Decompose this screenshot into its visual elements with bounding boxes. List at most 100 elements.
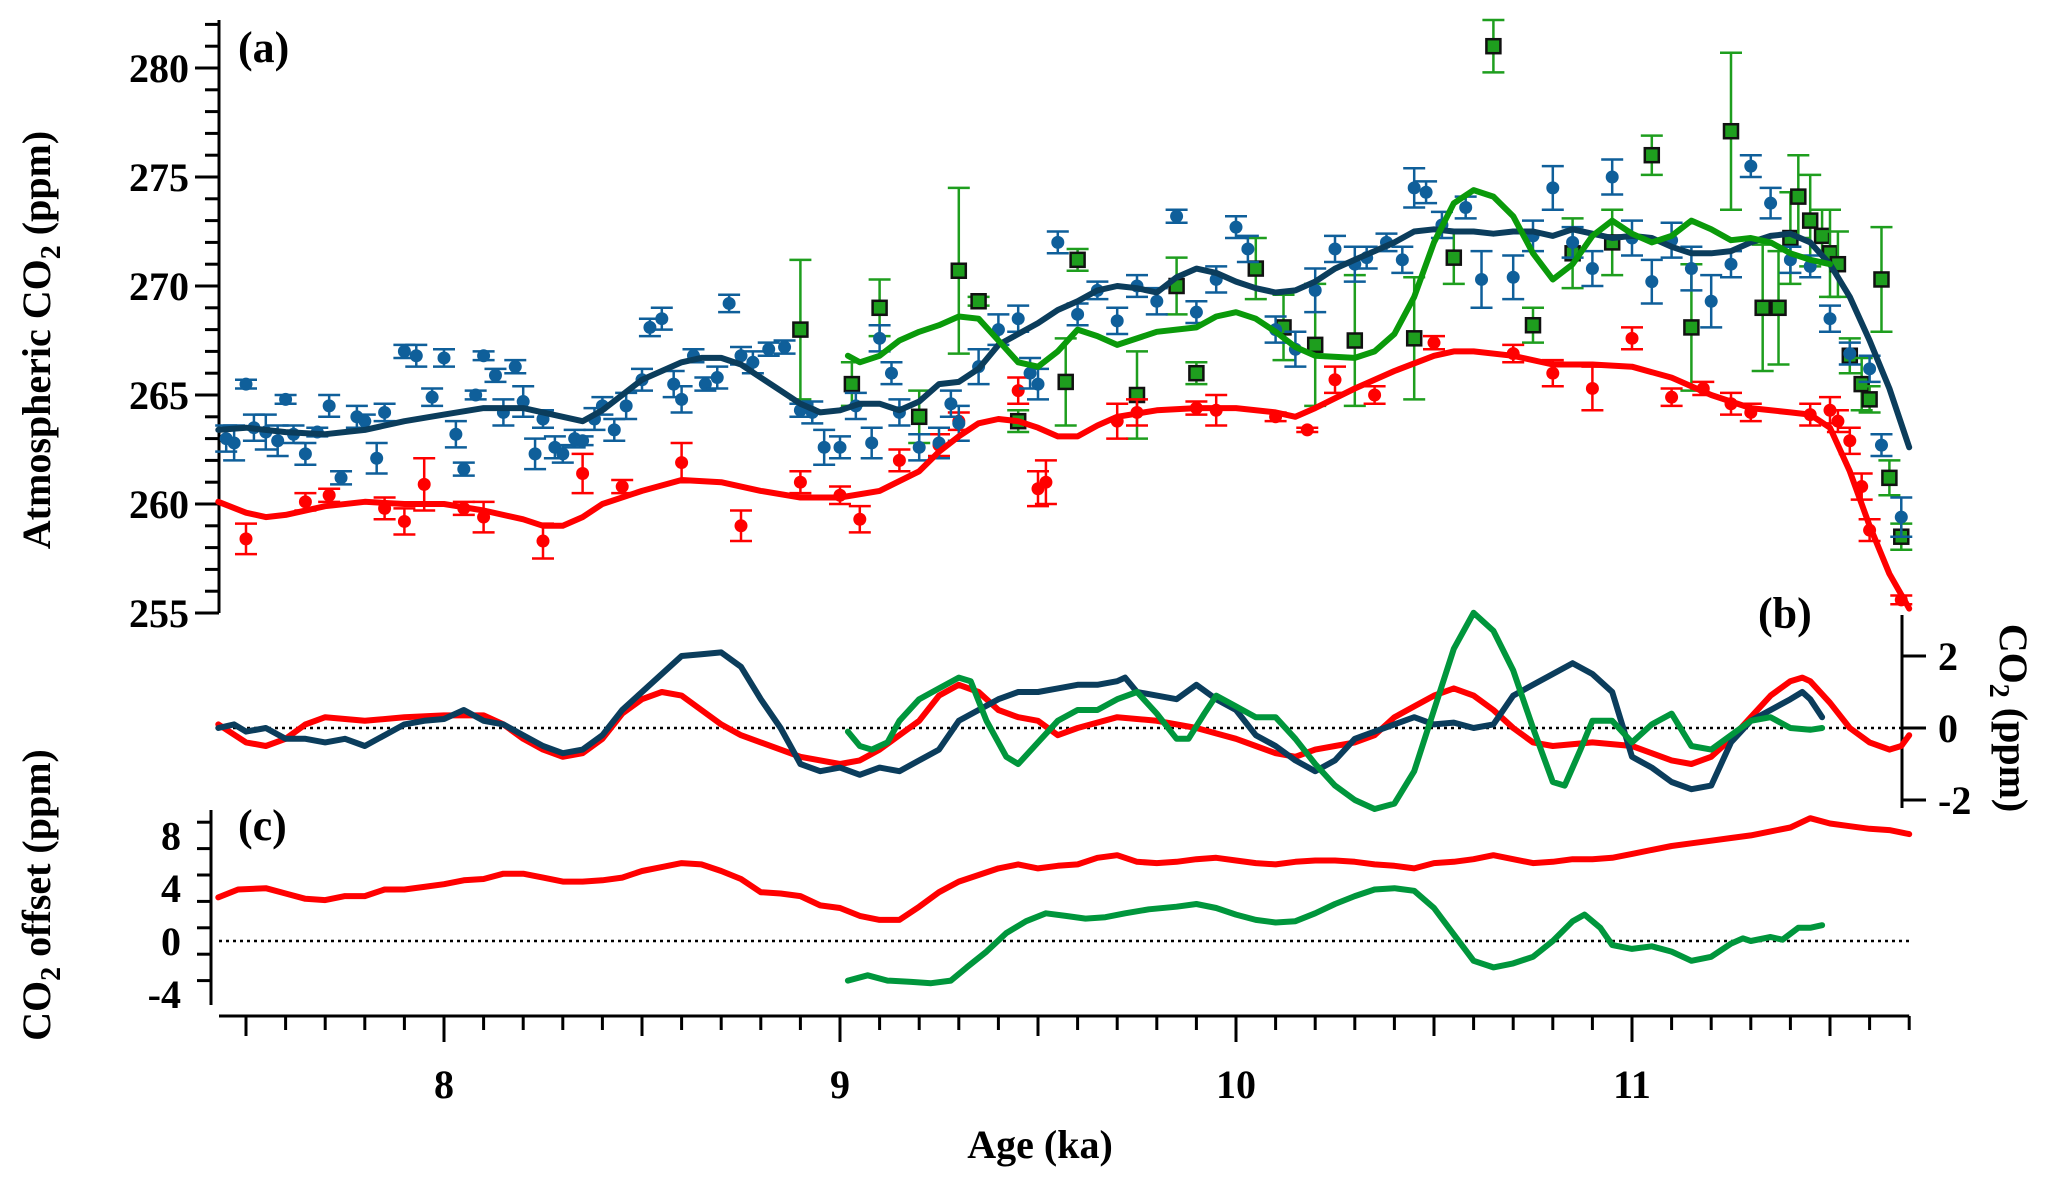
square-marker bbox=[1881, 469, 1898, 487]
circle-marker bbox=[710, 371, 724, 385]
circle-marker bbox=[746, 355, 760, 369]
green-spline-path bbox=[844, 187, 1833, 370]
y-axis-title-c-main: CO bbox=[14, 981, 59, 1041]
circle-marker bbox=[1704, 294, 1718, 308]
circle-marker bbox=[833, 440, 847, 454]
circle-marker bbox=[449, 427, 463, 441]
blue-point bbox=[1106, 306, 1129, 336]
blue-point bbox=[1858, 354, 1881, 384]
green-spline-group bbox=[844, 187, 1833, 370]
circle-marker bbox=[1863, 362, 1877, 376]
green-point bbox=[1870, 225, 1893, 334]
blue-point bbox=[1236, 234, 1259, 264]
x-axis-title: Age (ka) bbox=[967, 1122, 1113, 1167]
red-point bbox=[789, 470, 812, 495]
circle-marker bbox=[1308, 283, 1322, 297]
circle-marker bbox=[619, 399, 633, 413]
red-point bbox=[888, 448, 911, 473]
blue-point bbox=[829, 435, 851, 460]
green-point bbox=[967, 293, 990, 310]
text-layer: (a) (b) (c) Atmospheric CO2 (ppm) CO2 (p… bbox=[14, 23, 2036, 1167]
y-tick-label-c: 4 bbox=[161, 866, 181, 911]
blue-residual-path bbox=[215, 649, 1826, 793]
circle-marker bbox=[1546, 366, 1560, 380]
blue-point bbox=[706, 365, 729, 390]
blue-point bbox=[1759, 186, 1782, 220]
circle-marker bbox=[853, 512, 867, 526]
circle-marker bbox=[1039, 475, 1053, 489]
y-tick-label-b: 2 bbox=[1938, 634, 1958, 679]
red-offset-path bbox=[215, 815, 1913, 923]
green-point bbox=[1787, 153, 1810, 240]
circle-marker bbox=[655, 312, 669, 326]
blue-point bbox=[452, 461, 475, 477]
square-marker bbox=[871, 299, 888, 317]
circle-marker bbox=[1744, 159, 1758, 173]
circle-marker bbox=[1585, 262, 1599, 276]
circle-marker bbox=[457, 462, 471, 476]
red-point bbox=[611, 478, 634, 495]
circle-marker bbox=[488, 368, 502, 382]
blue-point bbox=[512, 385, 535, 419]
circle-marker bbox=[1625, 331, 1639, 345]
circle-marker bbox=[469, 388, 483, 402]
square-marker bbox=[1790, 188, 1807, 205]
y-axis-title-a-main: Atmospheric CO bbox=[14, 259, 59, 549]
x-tick-label: 11 bbox=[1613, 1062, 1651, 1107]
square-marker bbox=[1069, 251, 1086, 269]
blue-point bbox=[718, 293, 741, 314]
circle-marker bbox=[358, 414, 372, 428]
green-point bbox=[1054, 337, 1077, 427]
blue-point bbox=[1391, 245, 1414, 275]
square-marker bbox=[1405, 330, 1423, 347]
blue-point bbox=[405, 343, 428, 368]
blue-point bbox=[444, 419, 467, 449]
circle-marker bbox=[1566, 235, 1580, 249]
circle-marker bbox=[675, 392, 689, 406]
red-point bbox=[1324, 365, 1346, 395]
circle-marker bbox=[1831, 414, 1845, 428]
circle-marker bbox=[722, 296, 736, 310]
circle-marker bbox=[378, 405, 392, 419]
square-marker bbox=[1683, 319, 1700, 336]
blue-point bbox=[1739, 153, 1762, 179]
blue-point bbox=[235, 377, 257, 391]
circle-marker bbox=[1427, 336, 1441, 350]
circle-marker bbox=[409, 349, 423, 363]
blue-point bbox=[472, 349, 495, 363]
green-point bbox=[947, 186, 970, 355]
blue-point bbox=[813, 428, 836, 467]
square-marker bbox=[1754, 299, 1771, 317]
blue-point bbox=[1225, 214, 1247, 240]
circle-marker bbox=[528, 447, 542, 461]
circle-marker bbox=[425, 390, 439, 404]
circle-marker bbox=[576, 434, 590, 448]
circle-marker bbox=[762, 342, 776, 356]
circle-marker bbox=[1605, 170, 1619, 184]
square-marker bbox=[970, 293, 987, 310]
red-residual-group bbox=[215, 674, 1913, 767]
circle-marker bbox=[322, 399, 336, 413]
circle-marker bbox=[417, 477, 431, 491]
y-axis-title-b: CO2 (ppm) bbox=[1983, 624, 2036, 812]
blue-point bbox=[504, 358, 527, 375]
blue-point bbox=[524, 437, 547, 471]
circle-marker bbox=[1843, 434, 1857, 448]
y-tick-label-a: 260 bbox=[129, 482, 189, 527]
green-point bbox=[1767, 249, 1790, 366]
blue-point bbox=[1541, 164, 1564, 211]
circle-marker bbox=[508, 360, 522, 374]
circle-marker bbox=[892, 453, 906, 467]
circle-marker bbox=[334, 471, 348, 485]
circle-marker bbox=[1843, 347, 1857, 361]
square-marker bbox=[1346, 332, 1364, 349]
blue-point bbox=[373, 402, 396, 423]
blue-point bbox=[1890, 496, 1913, 538]
blue-point bbox=[880, 361, 903, 386]
blue-point bbox=[492, 398, 515, 427]
green-point bbox=[1482, 18, 1505, 74]
circle-marker bbox=[1506, 270, 1520, 284]
blue-point bbox=[1470, 249, 1493, 310]
blue-point bbox=[1581, 249, 1604, 288]
circle-marker bbox=[1665, 390, 1679, 404]
